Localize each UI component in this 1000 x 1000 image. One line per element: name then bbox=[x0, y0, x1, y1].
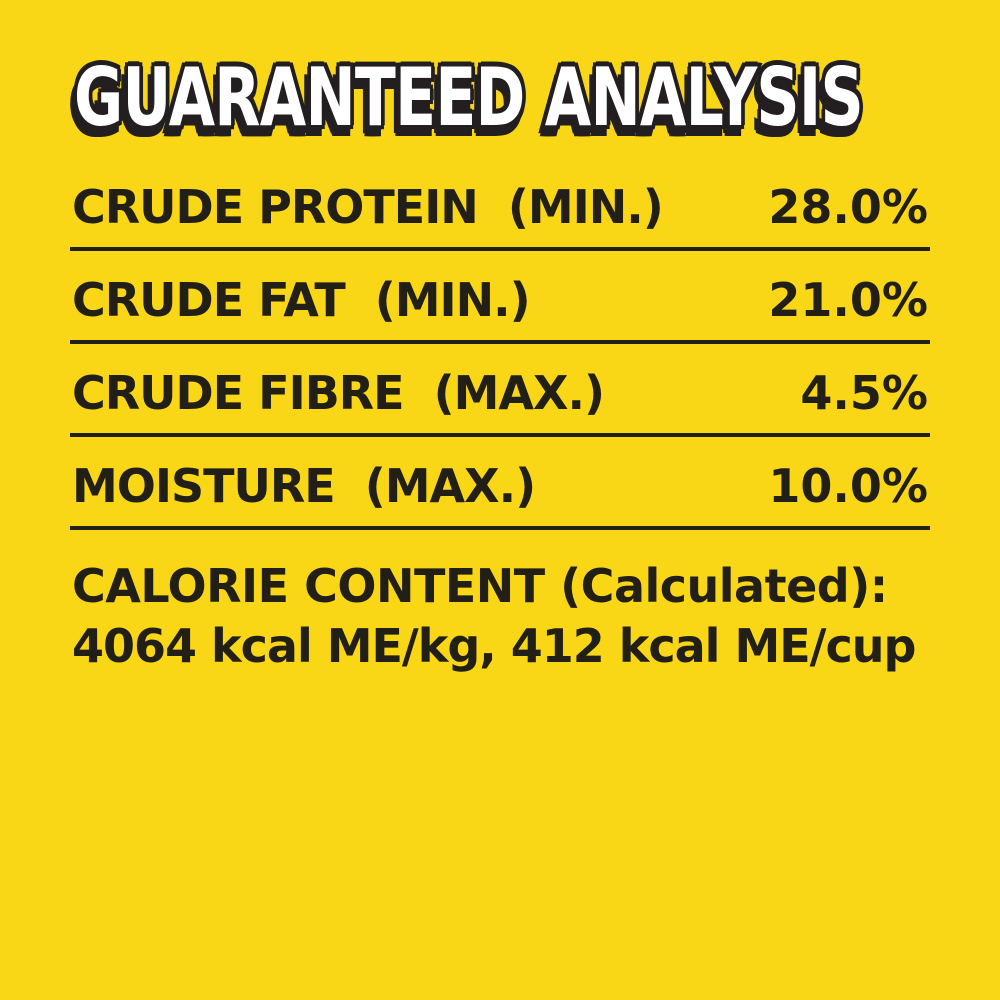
calorie-content-section: CALORIE CONTENT (Calculated): 4064 kcal … bbox=[70, 557, 930, 677]
nutrient-label: CRUDE PROTEIN (MIN.) bbox=[72, 180, 664, 234]
nutrient-value: 10.0% bbox=[768, 459, 928, 513]
analysis-table: CRUDE PROTEIN (MIN.) 28.0% CRUDE FAT (MI… bbox=[70, 158, 930, 530]
nutrient-value: 28.0% bbox=[768, 180, 928, 234]
row-divider bbox=[70, 340, 930, 344]
nutrient-label: CRUDE FIBRE (MAX.) bbox=[72, 366, 605, 420]
row-divider bbox=[70, 526, 930, 530]
table-row: CRUDE PROTEIN (MIN.) 28.0% bbox=[70, 158, 930, 247]
nutrient-value: 21.0% bbox=[768, 273, 928, 327]
table-row: MOISTURE (MAX.) 10.0% bbox=[70, 437, 930, 526]
nutrient-label: MOISTURE (MAX.) bbox=[72, 459, 536, 513]
calorie-values: 4064 kcal ME/kg, 412 kcal ME/cup bbox=[72, 618, 916, 673]
panel-title: GUARANTEED ANALYSIS bbox=[71, 51, 866, 144]
row-divider bbox=[70, 433, 930, 437]
row-divider bbox=[70, 247, 930, 251]
nutrient-label: CRUDE FAT (MIN.) bbox=[72, 273, 531, 327]
table-row: CRUDE FIBRE (MAX.) 4.5% bbox=[70, 344, 930, 433]
calorie-heading: CALORIE CONTENT (Calculated): bbox=[72, 559, 888, 613]
nutrient-value: 4.5% bbox=[800, 366, 928, 420]
table-row: CRUDE FAT (MIN.) 21.0% bbox=[70, 251, 930, 340]
